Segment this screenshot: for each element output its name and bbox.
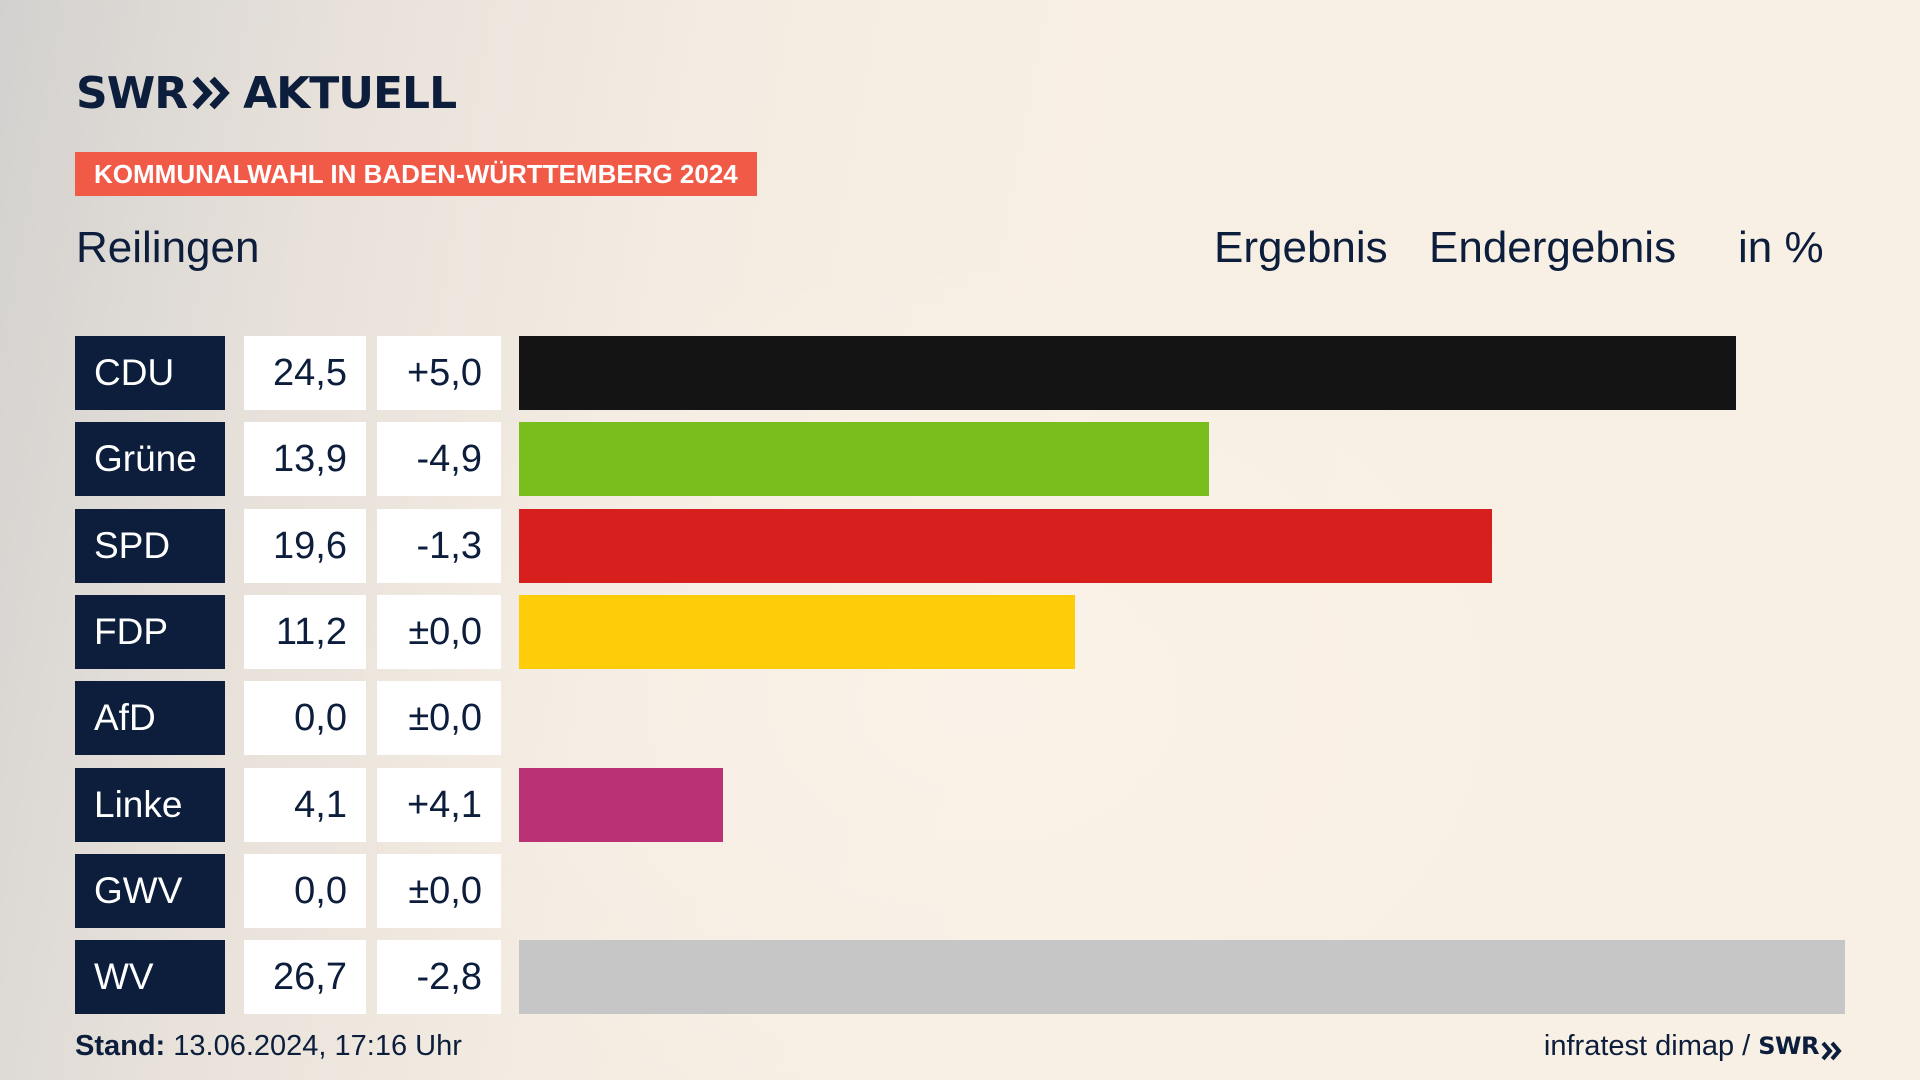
double-chevron-right-icon	[1821, 1035, 1843, 1061]
result-diff: -1,3	[377, 508, 501, 583]
result-bar	[519, 422, 1210, 497]
party-label: SPD	[75, 508, 225, 583]
party-label: FDP	[75, 594, 225, 669]
result-row: AfD 0,0 ±0,0	[0, 681, 1920, 756]
footer-source: infratest dimap / SWR	[1544, 1028, 1843, 1064]
result-diff: -4,9	[377, 422, 501, 497]
swr-aktuell-logo: SWR AKTUELL	[76, 66, 457, 120]
result-row: Grüne 13,9 -4,9	[0, 422, 1920, 497]
double-chevron-right-icon	[191, 73, 233, 113]
stand-label: Stand:	[75, 1030, 166, 1062]
result-diff: ±0,0	[377, 594, 501, 669]
result-diff: ±0,0	[377, 681, 501, 756]
result-row: SPD 19,6 -1,3	[0, 508, 1920, 583]
result-row: GWV 0,0 ±0,0	[0, 853, 1920, 928]
result-value: 0,0	[244, 853, 366, 928]
result-value: 4,1	[244, 767, 366, 842]
result-value: 11,2	[244, 594, 366, 669]
result-value: 24,5	[244, 336, 366, 410]
result-row: FDP 11,2 ±0,0	[0, 594, 1920, 669]
header-ergebnis: Ergebnis	[1214, 223, 1388, 272]
result-row: WV 26,7 -2,8	[0, 940, 1920, 1015]
footer-stand: Stand: 13.06.2024, 17:16 Uhr	[75, 1028, 462, 1064]
result-bar	[519, 594, 1076, 669]
result-diff: -2,8	[377, 940, 501, 1015]
election-banner: KOMMUNALWAHL IN BADEN-WÜRTTEMBERG 2024	[75, 152, 757, 196]
party-label: Linke	[75, 767, 225, 842]
result-value: 13,9	[244, 422, 366, 497]
header-endergebnis: Endergebnis	[1429, 223, 1677, 272]
result-diff: +4,1	[377, 767, 501, 842]
party-label: CDU	[75, 336, 225, 410]
party-label: GWV	[75, 853, 225, 928]
party-label: WV	[75, 940, 225, 1015]
party-label: Grüne	[75, 422, 225, 497]
result-value: 19,6	[244, 508, 366, 583]
result-bar	[519, 940, 1845, 1015]
result-value: 26,7	[244, 940, 366, 1015]
stand-value: 13.06.2024, 17:16 Uhr	[173, 1030, 462, 1062]
result-diff: +5,0	[377, 336, 501, 410]
party-label: AfD	[75, 681, 225, 756]
result-value: 0,0	[244, 681, 366, 756]
result-row: Linke 4,1 +4,1	[0, 767, 1920, 842]
result-bar	[519, 336, 1736, 410]
result-diff: ±0,0	[377, 853, 501, 928]
result-bar	[519, 508, 1493, 583]
source-text: infratest dimap /	[1543, 1030, 1751, 1062]
logo-aktuell-text: AKTUELL	[243, 67, 457, 119]
logo-swr-text: SWR	[76, 67, 188, 119]
result-bar	[519, 767, 723, 842]
footer-swr-logo: SWR	[1758, 1032, 1819, 1060]
result-row: CDU 24,5 +5,0	[0, 336, 1920, 410]
place-title: Reilingen	[76, 223, 260, 272]
header-unit: in %	[1738, 223, 1824, 272]
